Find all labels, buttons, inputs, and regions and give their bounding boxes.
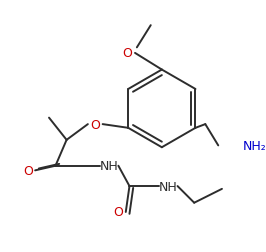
Text: O: O [113, 206, 123, 218]
Text: O: O [123, 47, 132, 60]
Text: NH: NH [159, 180, 178, 193]
Text: O: O [90, 118, 100, 131]
Text: O: O [23, 164, 33, 177]
Text: NH₂: NH₂ [242, 139, 266, 152]
Text: NH: NH [100, 160, 118, 173]
